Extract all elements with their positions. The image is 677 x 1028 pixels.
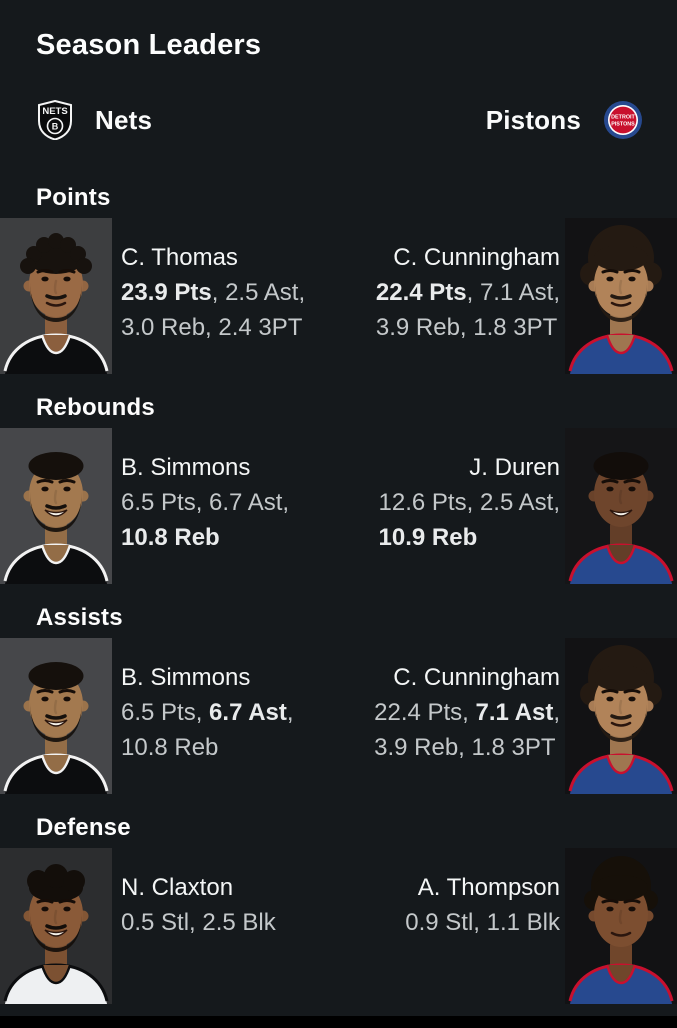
leader-entry-left[interactable]: B. Simmons 6.5 Pts, 6.7 Ast, 10.8 Reb bbox=[0, 428, 338, 584]
player-text: N. Claxton 0.5 Stl, 2.5 Blk bbox=[121, 848, 276, 1004]
player-text: A. Thompson 0.9 Stl, 1.1 Blk bbox=[339, 848, 560, 1004]
leaders-row: N. Claxton 0.5 Stl, 2.5 Blk A. Thompson … bbox=[0, 848, 677, 1004]
player-text: C. Thomas 23.9 Pts, 2.5 Ast, 3.0 Reb, 2.4… bbox=[121, 218, 305, 374]
player-photo bbox=[565, 848, 677, 1004]
section-assists: Assists B. Simmons 6.5 Pts, 6.7 Ast, 10.8… bbox=[0, 604, 677, 794]
player-text: B. Simmons 6.5 Pts, 6.7 Ast, 10.8 Reb bbox=[121, 428, 289, 584]
player-stat-line: 10.8 Reb bbox=[121, 524, 220, 551]
player-stat-line: 12.6 Pts, 2.5 Ast, bbox=[378, 489, 560, 516]
player-stats: 22.4 Pts, 7.1 Ast, 3.9 Reb, 1.8 3PT bbox=[376, 275, 560, 345]
section-label: Rebounds bbox=[36, 394, 155, 421]
team-nets[interactable]: NETS B Nets bbox=[37, 100, 152, 140]
leader-entry-right[interactable]: C. Cunningham 22.4 Pts, 7.1 Ast, 3.9 Reb,… bbox=[339, 638, 677, 794]
player-stat-line: 6.5 Pts, 6.7 Ast, bbox=[121, 699, 294, 726]
leaders-row: C. Thomas 23.9 Pts, 2.5 Ast, 3.0 Reb, 2.4… bbox=[0, 218, 677, 374]
section-label: Points bbox=[36, 184, 111, 211]
player-name: C. Cunningham bbox=[393, 664, 560, 691]
player-stat-line: 22.4 Pts, 7.1 Ast, bbox=[375, 279, 560, 306]
player-name: J. Duren bbox=[469, 454, 560, 481]
player-stat-line: 3.9 Reb, 1.8 3PT bbox=[374, 734, 556, 761]
player-stat-line: 23.9 Pts, 2.5 Ast, bbox=[121, 279, 306, 306]
player-stat-line: 0.5 Stl, 2.5 Blk bbox=[121, 909, 276, 936]
leader-entry-right[interactable]: C. Cunningham 22.4 Pts, 7.1 Ast, 3.9 Reb,… bbox=[339, 218, 677, 374]
player-photo bbox=[565, 218, 677, 374]
player-photo bbox=[0, 428, 112, 584]
leader-entry-left[interactable]: N. Claxton 0.5 Stl, 2.5 Blk bbox=[0, 848, 338, 1004]
player-stat-line: 6.5 Pts, 6.7 Ast, bbox=[121, 489, 290, 516]
svg-text:B: B bbox=[52, 122, 59, 132]
player-stats: 12.6 Pts, 2.5 Ast, 10.9 Reb bbox=[379, 485, 560, 555]
player-stat-line: 10.9 Reb bbox=[378, 524, 478, 551]
player-stats: 0.9 Stl, 1.1 Blk bbox=[405, 905, 560, 940]
player-name: B. Simmons bbox=[121, 454, 251, 481]
section-rebounds: Rebounds B. Simmons 6.5 Pts, 6.7 Ast, 10.… bbox=[0, 394, 677, 584]
svg-text:DETROIT: DETROIT bbox=[611, 115, 635, 121]
section-points: Points C. Thomas 23.9 Pts, 2.5 Ast, 3.0 R… bbox=[0, 184, 677, 374]
player-stat-line: 0.9 Stl, 1.1 Blk bbox=[405, 909, 560, 936]
player-text: B. Simmons 6.5 Pts, 6.7 Ast, 10.8 Reb bbox=[121, 638, 294, 794]
leaders-row: B. Simmons 6.5 Pts, 6.7 Ast, 10.8 Reb C. … bbox=[0, 638, 677, 794]
player-name: N. Claxton bbox=[121, 874, 234, 901]
leader-entry-right[interactable]: A. Thompson 0.9 Stl, 1.1 Blk bbox=[339, 848, 677, 1004]
player-photo bbox=[0, 218, 112, 374]
team-pistons[interactable]: Pistons DETROIT PISTONS bbox=[486, 100, 643, 140]
player-photo bbox=[565, 428, 677, 584]
leaders-row: B. Simmons 6.5 Pts, 6.7 Ast, 10.8 Reb J. … bbox=[0, 428, 677, 584]
leader-entry-left[interactable]: B. Simmons 6.5 Pts, 6.7 Ast, 10.8 Reb bbox=[0, 638, 338, 794]
player-text: J. Duren 12.6 Pts, 2.5 Ast, 10.9 Reb bbox=[339, 428, 560, 584]
team-name-pistons: Pistons bbox=[485, 104, 581, 135]
player-text: C. Cunningham 22.4 Pts, 7.1 Ast, 3.9 Reb,… bbox=[339, 638, 560, 794]
player-stats: 6.5 Pts, 6.7 Ast, 10.8 Reb bbox=[121, 485, 289, 555]
player-stat-line: 3.9 Reb, 1.8 3PT bbox=[375, 314, 558, 341]
player-photo bbox=[565, 638, 677, 794]
pistons-logo: DETROIT PISTONS bbox=[604, 101, 642, 139]
svg-text:PISTONS: PISTONS bbox=[611, 121, 635, 127]
player-photo bbox=[0, 848, 112, 1004]
player-photo bbox=[0, 638, 112, 794]
player-stats: 0.5 Stl, 2.5 Blk bbox=[121, 905, 276, 940]
page-title: Season Leaders bbox=[36, 29, 262, 61]
section-label: Defense bbox=[36, 814, 131, 841]
player-stats: 22.4 Pts, 7.1 Ast, 3.9 Reb, 1.8 3PT bbox=[374, 695, 560, 765]
player-name: A. Thompson bbox=[417, 874, 560, 901]
player-stats: 23.9 Pts, 2.5 Ast, 3.0 Reb, 2.4 3PT bbox=[121, 275, 305, 345]
section-defense: Defense N. Claxton 0.5 Stl, 2.5 Blk bbox=[0, 814, 677, 1004]
svg-text:NETS: NETS bbox=[42, 106, 67, 117]
nets-logo: NETS B bbox=[38, 100, 72, 140]
team-name-nets: Nets bbox=[95, 104, 153, 135]
player-stats: 6.5 Pts, 6.7 Ast, 10.8 Reb bbox=[121, 695, 294, 765]
player-stat-line: 22.4 Pts, 7.1 Ast, bbox=[374, 699, 560, 726]
player-name: B. Simmons bbox=[121, 664, 251, 691]
player-name: C. Cunningham bbox=[393, 244, 560, 271]
player-stat-line: 10.8 Reb bbox=[121, 734, 219, 761]
bottom-black-bar bbox=[0, 1016, 677, 1028]
leader-entry-left[interactable]: C. Thomas 23.9 Pts, 2.5 Ast, 3.0 Reb, 2.4… bbox=[0, 218, 338, 374]
player-name: C. Thomas bbox=[121, 244, 238, 271]
player-stat-line: 3.0 Reb, 2.4 3PT bbox=[121, 314, 303, 341]
section-label: Assists bbox=[36, 604, 123, 631]
leader-entry-right[interactable]: J. Duren 12.6 Pts, 2.5 Ast, 10.9 Reb bbox=[339, 428, 677, 584]
team-header-row: NETS B Nets Pistons DETROIT PISTONS bbox=[37, 98, 643, 142]
player-text: C. Cunningham 22.4 Pts, 7.1 Ast, 3.9 Reb,… bbox=[339, 218, 560, 374]
